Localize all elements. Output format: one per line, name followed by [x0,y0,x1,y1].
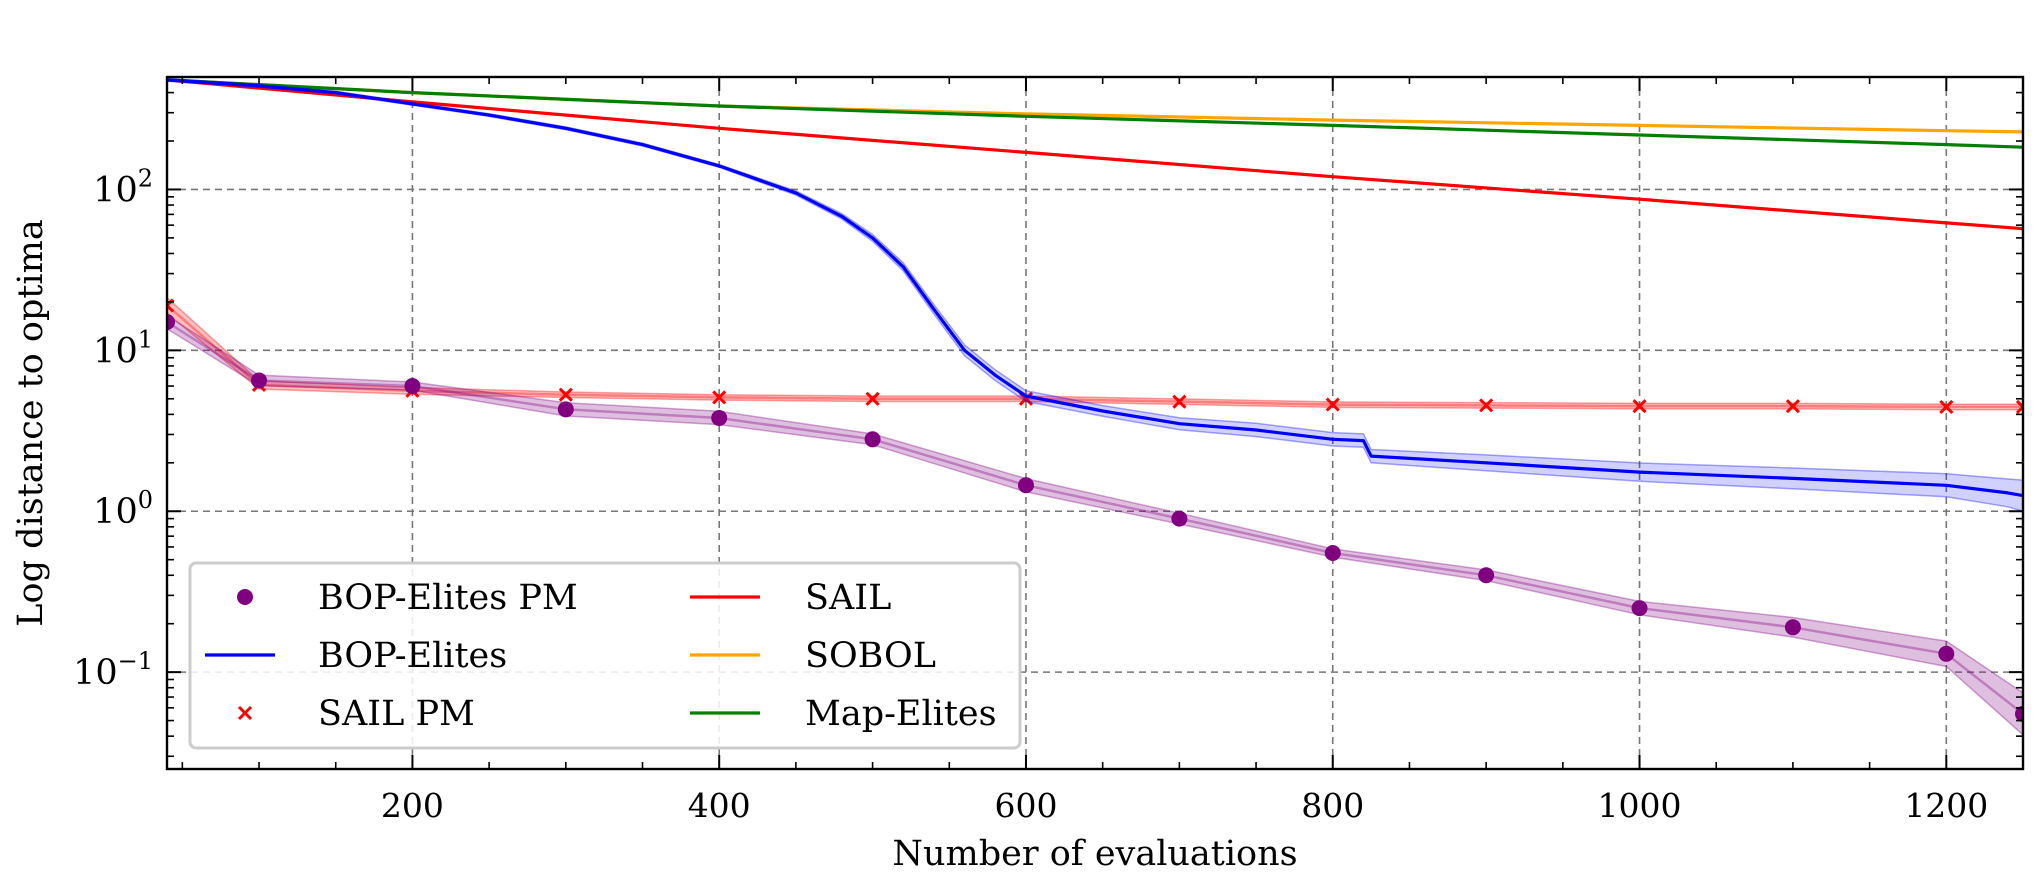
legend: BOP-Elites PM BOP-Elites SAIL PM SAIL SOBOL M… [188,561,1022,750]
sail-pm-point [1325,397,1340,412]
bop-elites-pm-point [1171,510,1188,527]
sail-pm-point [712,390,727,405]
x-marker-stroke [1939,399,1954,414]
y-tick-exponent: 1 [138,325,153,353]
x-marker-stroke [1018,391,1034,406]
bop-elites-pm-point [557,401,574,418]
sail-pm-confidence-band [167,296,2023,411]
y-tick-base: 10 [93,331,138,371]
x-tick-label: 1000 [1598,786,1682,825]
sail-pm-point [1939,399,1954,414]
sail-pm-line [167,304,2023,409]
bop-elites-pm-point [1478,567,1495,584]
legend-label-sail: SAIL [805,578,891,618]
bop-elites-pm-point [2015,705,2023,722]
x-marker-stroke [1325,397,1340,412]
bop-elites-pm-point [711,409,728,426]
x-marker-stroke [1632,399,1647,414]
plot-area [167,77,2023,736]
x-marker-stroke [865,391,880,406]
bop-elites-pm-line [167,320,2023,715]
legend-handle-sail-pm [237,705,253,721]
x-marker-stroke [2015,404,2023,414]
legend-label-sail-pm: SAIL PM [318,694,475,734]
bop-elites-pm-confidence-band [167,314,2023,736]
sail-pm-point [1172,394,1187,409]
bop-elites-pm-point [864,431,881,448]
sail-pm-point [558,387,573,402]
x-tick-label: 400 [688,786,751,825]
map-elites-line [167,78,2023,149]
bop-elites-pm-point [1784,619,1801,636]
x-marker-stroke [1479,398,1494,413]
y-axis-label: Log distance to optima [11,219,51,626]
legend-handle-bop-elites-pm [237,589,253,605]
x-marker-stroke [2015,399,2023,410]
y-tick-label: 100 [93,486,153,532]
axes-frame [165,75,2025,771]
x-tick-label: 800 [1301,786,1364,825]
x-tick-label: 1200 [1904,786,1988,825]
y-tick-exponent: 2 [138,164,153,192]
bop-elites-confidence-band [167,77,2023,512]
y-tick-exponent: −1 [118,647,153,675]
bop-elites-pm-point [251,372,268,389]
x-marker-stroke [237,705,253,721]
x-axis-label: Number of evaluations [892,834,1297,874]
x-marker-stroke [167,303,175,313]
bop-elites-pm-point [1938,645,1955,662]
y-tick-exponent: 0 [138,486,153,514]
sail-pm-point [1785,399,1800,414]
sail-pm-point [2015,399,2023,414]
y-tick-base: 10 [73,653,118,693]
bop-elites-line [167,78,2023,498]
x-tick-label: 200 [381,786,444,825]
bop-elites-pm-point [1631,600,1648,617]
y-tick-base: 10 [93,492,138,532]
y-tick-base: 10 [93,170,138,210]
sail-line [167,78,2023,231]
legend-label-sobol: SOBOL [805,636,936,676]
sail-pm-point [865,391,880,406]
sail-pm-point [1632,399,1647,414]
legend-box [188,561,1022,750]
legend-label-map-elites: Map-Elites [805,694,997,734]
x-marker-stroke [1172,394,1187,409]
bop-elites-pm-point [404,378,421,395]
legend-label-bop-elites-pm: BOP-Elites PM [318,578,578,618]
legend-label-bop-elites: BOP-Elites [318,636,507,676]
x-tick-label: 600 [994,786,1057,825]
x-marker-stroke [1785,399,1800,414]
bop-elites-pm-point [167,314,175,331]
y-tick-label: 10−1 [73,647,153,693]
bop-elites-pm-point [1324,545,1341,562]
y-tick-label: 102 [93,164,153,210]
x-marker-stroke [712,390,727,405]
bop-elites-pm-point [1017,477,1034,494]
y-tick-label: 101 [93,325,153,371]
sail-pm-point [1479,398,1494,413]
x-marker-stroke [558,387,573,402]
